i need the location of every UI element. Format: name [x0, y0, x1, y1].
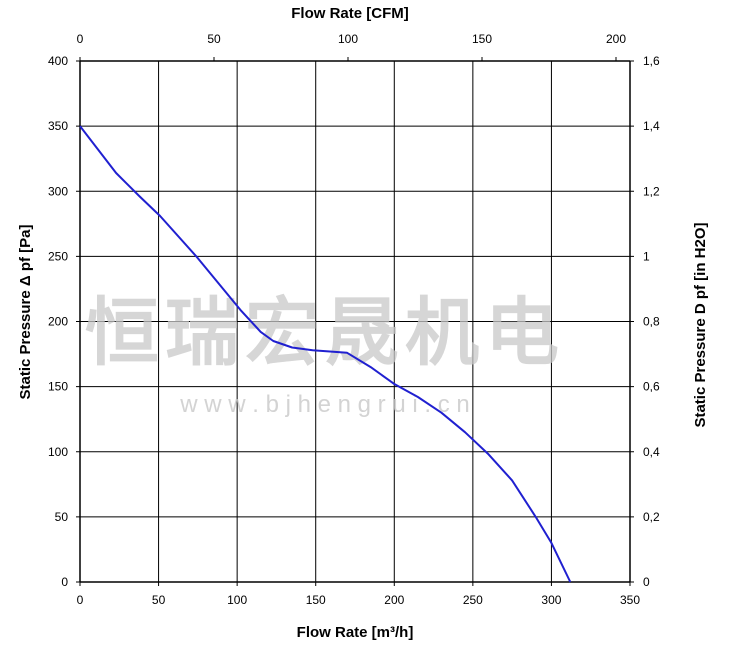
x2-tick-label: 150: [472, 32, 492, 46]
x-tick-label: 50: [152, 593, 166, 607]
y2-tick-label: 0,6: [643, 380, 660, 394]
y-tick-label: 200: [48, 315, 68, 329]
x2-tick-label: 50: [207, 32, 221, 46]
y2-tick-label: 1,6: [643, 54, 660, 68]
y2-tick-label: 1: [643, 249, 650, 263]
y-tick-label: 250: [48, 249, 68, 263]
x-tick-label: 0: [77, 593, 84, 607]
x2-tick-label: 200: [606, 32, 626, 46]
x-tick-label: 100: [227, 593, 247, 607]
x-tick-label: 250: [463, 593, 483, 607]
y2-tick-label: 1,4: [643, 119, 660, 133]
y-axis-label: Static Pressure Δ pf [Pa]: [17, 224, 34, 399]
y-tick-label: 400: [48, 54, 68, 68]
x-tick-label: 300: [541, 593, 561, 607]
x2-axis-label: Flow Rate [CFM]: [291, 5, 409, 22]
y2-tick-label: 0,4: [643, 445, 660, 459]
y2-tick-label: 0: [643, 575, 650, 589]
y-tick-label: 300: [48, 184, 68, 198]
watermark-url: w w w . b j h e n g r u i . c n: [179, 391, 469, 418]
y-tick-label: 50: [55, 510, 69, 524]
y2-tick-label: 1,2: [643, 184, 660, 198]
watermark: 恒瑞宏晟机电 w w w . b j h e n g r u i . c n: [85, 291, 565, 418]
y-tick-label: 150: [48, 380, 68, 394]
watermark-text: 恒瑞宏晟机电: [85, 291, 565, 374]
x2-tick-label: 0: [77, 32, 84, 46]
x-axis-label: Flow Rate [m³/h]: [297, 624, 414, 641]
y2-axis-label: Static Pressure D pf [in H2O]: [692, 222, 709, 427]
y-tick-label: 0: [61, 575, 68, 589]
x2-tick-label: 100: [338, 32, 358, 46]
y2-tick-label: 0,2: [643, 510, 660, 524]
x-tick-label: 150: [306, 593, 326, 607]
y-tick-label: 100: [48, 445, 68, 459]
x-tick-label: 350: [620, 593, 640, 607]
y-tick-label: 350: [48, 119, 68, 133]
y2-tick-label: 0,8: [643, 315, 660, 329]
x-tick-label: 200: [384, 593, 404, 607]
